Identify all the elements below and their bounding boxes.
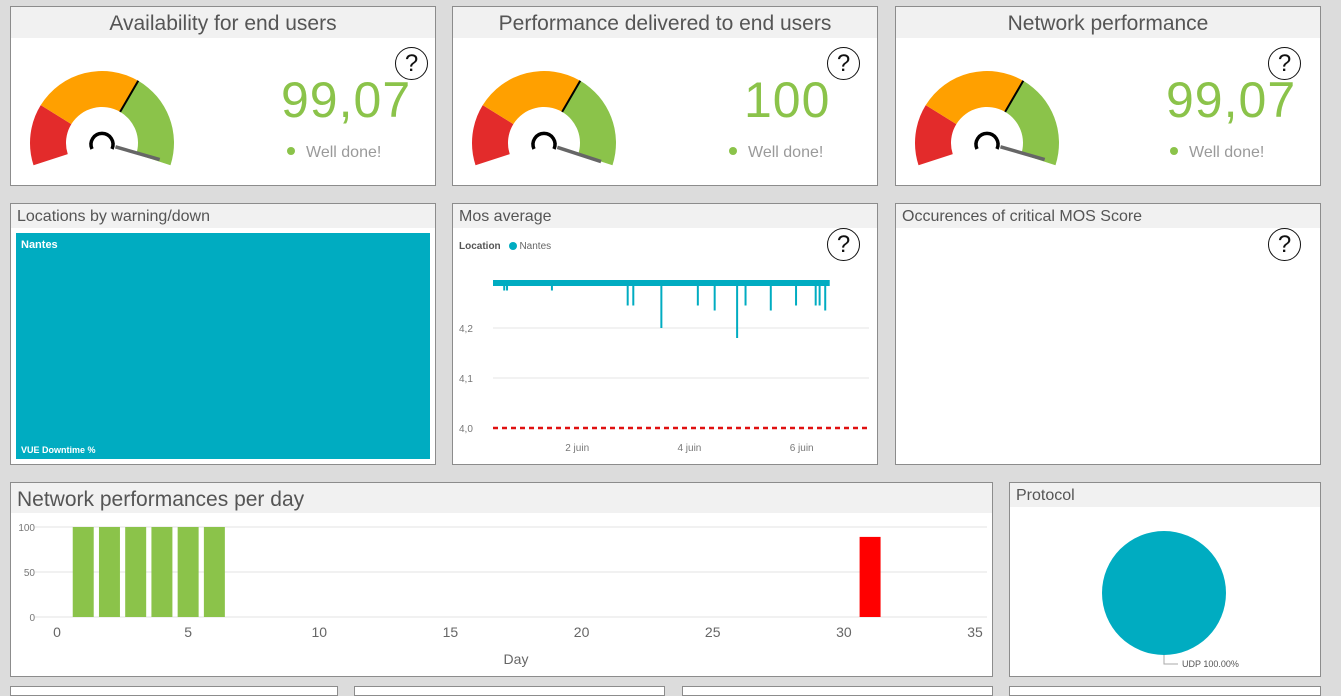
network-gauge	[915, 71, 1059, 166]
gauge-band-warn	[40, 71, 139, 125]
kpi-status-text: Well done!	[748, 144, 824, 161]
kpi-status: Well done!	[1170, 144, 1264, 162]
help-icon[interactable]: ?	[827, 47, 860, 80]
gauge-band-good	[120, 80, 175, 166]
panel-stub	[1009, 686, 1321, 696]
bar	[203, 527, 225, 617]
x-tick-label: 5	[184, 624, 192, 640]
kpi-title: Performance delivered to end users	[453, 7, 877, 38]
y-tick-label: 4,1	[459, 374, 473, 385]
locations-panel: Locations by warning/down Nantes VUE Dow…	[10, 203, 436, 465]
bar	[177, 527, 199, 617]
kpi-status: Well done!	[729, 144, 823, 162]
help-icon[interactable]: ?	[827, 228, 860, 261]
x-tick-label: 10	[311, 624, 327, 640]
legend-title: Location	[459, 241, 501, 252]
kpi-value: 99,07	[281, 72, 412, 128]
gauge-band-warn	[925, 71, 1024, 125]
kpi-status: Well done!	[287, 144, 381, 162]
bar	[98, 527, 120, 617]
bar	[125, 527, 147, 617]
network-per-day-panel: Network performances per day 100 50 0 0 5 10 1…	[10, 482, 993, 677]
kpi-card-availability: Availability for end users ? 99,07 Well …	[10, 6, 436, 186]
status-dot-icon	[729, 147, 737, 155]
network-per-day-bar-chart: 100 50 0 0 5 10 15 20 25 30 35 Day	[18, 523, 987, 667]
mos-average-panel: Mos average ? Location Nantes 4,2 4,1 4,0 2…	[452, 203, 878, 465]
help-icon[interactable]: ?	[1268, 228, 1301, 261]
gauge-band-bad	[472, 105, 514, 166]
y-tick-label: 4,0	[459, 424, 473, 435]
panel-title: Network performances per day	[11, 483, 992, 513]
panel-stub	[682, 686, 993, 696]
x-axis-label: Day	[504, 651, 529, 667]
kpi-status-text: Well done!	[306, 144, 382, 161]
treemap-measure-label: VUE Downtime %	[21, 445, 96, 455]
kpi-value: 100	[744, 72, 831, 128]
gauge-needle	[999, 145, 1046, 162]
gauge-target-line	[1004, 80, 1025, 113]
pie-slice-udp	[1102, 531, 1226, 655]
gauge-band-good	[1005, 80, 1059, 166]
x-tick-label: 35	[967, 624, 983, 640]
performance-gauge	[472, 71, 616, 166]
panel-stub	[354, 686, 665, 696]
panel-title: Occurences of critical MOS Score	[896, 204, 1320, 228]
mos-legend: Location Nantes	[459, 241, 551, 252]
availability-gauge	[30, 71, 175, 166]
treemap-tile-label: Nantes	[21, 239, 58, 251]
kpi-title: Network performance	[896, 7, 1320, 38]
kpi-status-text: Well done!	[1189, 144, 1265, 161]
status-dot-icon	[287, 147, 295, 155]
pie-slice-label: UDP 100.00%	[1182, 659, 1239, 669]
pie-label-leader	[1163, 655, 1178, 665]
y-tick-label: 100	[18, 523, 35, 534]
y-tick-label: 0	[29, 613, 35, 624]
gauge-center-icon	[531, 131, 557, 150]
bar	[72, 527, 94, 617]
panel-title: Protocol	[1010, 483, 1320, 507]
x-tick-label: 15	[443, 624, 459, 640]
panel-title: Locations by warning/down	[11, 204, 435, 228]
panel-title: Mos average	[453, 204, 877, 228]
gauge-needle	[114, 145, 161, 162]
x-tick-label: 0	[53, 624, 61, 640]
x-tick-label: 20	[574, 624, 590, 640]
gauge-band-bad	[915, 105, 957, 166]
help-icon[interactable]: ?	[1268, 47, 1301, 80]
kpi-value: 99,07	[1166, 72, 1297, 128]
gauge-target-line	[561, 80, 582, 113]
gauge-center-icon	[974, 131, 1000, 150]
x-tick-label: 6 juin	[790, 443, 814, 454]
bar	[859, 536, 881, 617]
y-tick-label: 50	[24, 568, 36, 579]
kpi-title: Availability for end users	[11, 7, 435, 38]
gauge-band-warn	[482, 71, 581, 125]
kpi-card-performance: Performance delivered to end users ? 100…	[452, 6, 878, 186]
gauge-band-bad	[30, 105, 72, 166]
gauge-needle	[556, 145, 602, 164]
gauge-target-line	[119, 80, 140, 113]
bar	[151, 527, 173, 617]
legend-dot-icon	[509, 242, 518, 250]
status-dot-icon	[1170, 147, 1178, 155]
y-tick-label: 4,2	[459, 324, 473, 335]
gauge-center-icon	[89, 131, 115, 150]
mos-line-chart: 4,2 4,1 4,0 2 juin 4 juin 6 juin	[459, 280, 869, 454]
x-tick-label: 25	[705, 624, 721, 640]
x-tick-label: 30	[836, 624, 852, 640]
panel-stub	[10, 686, 338, 696]
gauge-band-good	[562, 80, 616, 166]
protocol-panel: Protocol UDP 100.00%	[1009, 482, 1321, 677]
x-tick-label: 4 juin	[677, 443, 701, 454]
treemap-tile-nantes[interactable]: Nantes VUE Downtime %	[16, 233, 430, 459]
critical-mos-panel: Occurences of critical MOS Score ?	[895, 203, 1321, 465]
help-icon[interactable]: ?	[395, 47, 428, 80]
protocol-pie-chart: UDP 100.00%	[1102, 531, 1239, 669]
legend-item: Nantes	[519, 241, 552, 252]
x-tick-label: 2 juin	[565, 443, 589, 454]
kpi-card-network: Network performance ? 99,07 Well done!	[895, 6, 1321, 186]
